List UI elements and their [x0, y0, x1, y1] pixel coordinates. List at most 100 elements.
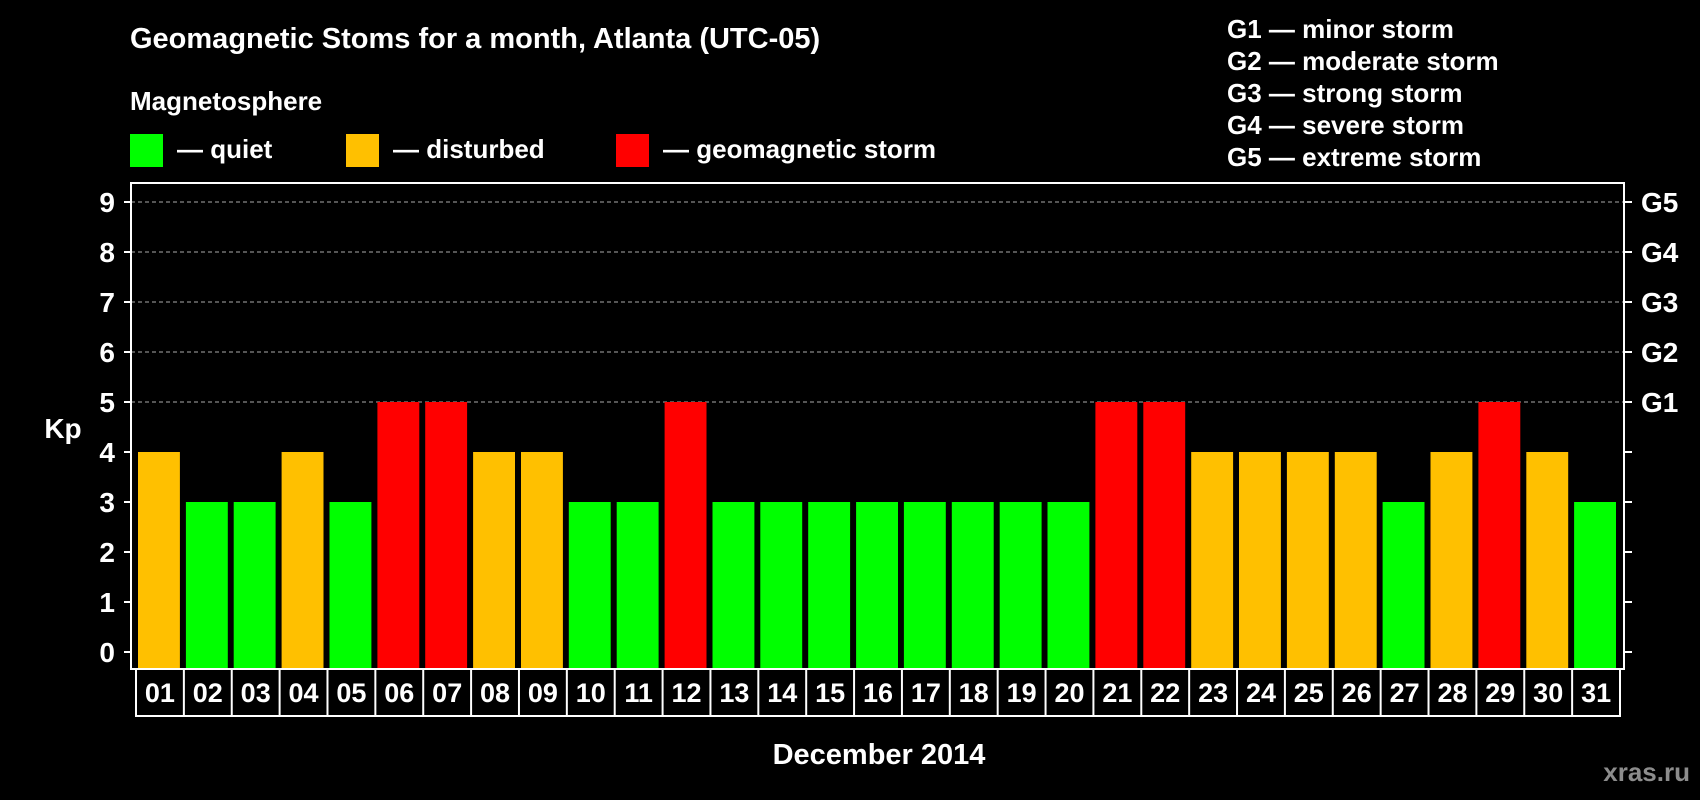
x-tick-label: 05 — [336, 678, 366, 708]
x-tick-label: 26 — [1342, 678, 1372, 708]
y-tick-label: 3 — [99, 487, 115, 518]
x-tick-label: 01 — [145, 678, 175, 708]
y-tick-label: 8 — [99, 237, 115, 268]
x-axis-box — [135, 668, 1621, 717]
x-tick-label: 14 — [767, 678, 797, 708]
y-axis: 0 1 2 3 4 5 6 7 8 9 — [99, 187, 131, 668]
storm-scale-item: G4 — severe storm — [1227, 110, 1464, 140]
bar-08 — [473, 452, 515, 669]
x-tick-label: 28 — [1437, 678, 1467, 708]
x-tick-label: 30 — [1533, 678, 1563, 708]
chart-title: Geomagnetic Stoms for a month, Atlanta (… — [130, 23, 820, 55]
x-tick-label: 15 — [815, 678, 845, 708]
bar-04 — [281, 452, 324, 669]
y-tick-label: 0 — [99, 637, 115, 668]
x-tick-label: 10 — [576, 678, 606, 708]
y-tick-label: 9 — [99, 187, 115, 218]
bar-14 — [760, 502, 803, 669]
bar-11 — [616, 502, 659, 669]
x-tick-label: 13 — [719, 678, 749, 708]
legend-label-quiet: — quiet — [177, 134, 273, 164]
x-tick-label: 22 — [1150, 678, 1180, 708]
bar-13 — [712, 502, 755, 669]
bar-21 — [1095, 402, 1138, 669]
x-tick-label: 31 — [1581, 678, 1611, 708]
right-tick-label: G2 — [1641, 337, 1678, 368]
x-tick-label: 20 — [1054, 678, 1084, 708]
x-tick-label: 04 — [288, 678, 318, 708]
x-tick-label: 21 — [1102, 678, 1132, 708]
y-tick-label: 1 — [99, 587, 115, 618]
x-tick-label: 23 — [1198, 678, 1228, 708]
bar-28 — [1430, 452, 1473, 669]
x-tick-label: 19 — [1007, 678, 1037, 708]
bar-29 — [1478, 402, 1521, 669]
right-axis: G1 G2 G3 G4 G5 — [1624, 187, 1679, 653]
x-tick-label: 02 — [193, 678, 223, 708]
x-tick-label: 07 — [432, 678, 462, 708]
y-tick-label: 4 — [99, 437, 115, 468]
watermark: xras.ru — [1603, 757, 1690, 787]
x-tick-label: 11 — [624, 678, 653, 708]
bar-18 — [951, 502, 994, 669]
bar-02 — [185, 502, 228, 669]
legend-label-storm: — geomagnetic storm — [663, 134, 936, 164]
grid-lines — [131, 201, 1624, 403]
bar-17 — [903, 502, 946, 669]
bar-01 — [138, 452, 180, 669]
storm-scale-item: G1 — minor storm — [1227, 14, 1454, 44]
storm-scale-item: G3 — strong storm — [1227, 78, 1462, 108]
bar-10 — [568, 502, 611, 669]
x-tick-label: 12 — [671, 678, 701, 708]
y-axis-label: Kp — [44, 413, 81, 444]
storm-scale-item: G5 — extreme storm — [1227, 142, 1481, 172]
x-tick-label: 09 — [528, 678, 558, 708]
x-tick-label: 03 — [241, 678, 271, 708]
x-tick-label: 06 — [384, 678, 414, 708]
right-tick-label: G3 — [1641, 287, 1678, 318]
x-axis-label: December 2014 — [773, 739, 986, 771]
bar-15 — [808, 502, 851, 669]
x-tick-label: 27 — [1390, 678, 1420, 708]
x-tick-label: 17 — [911, 678, 941, 708]
bar-09 — [521, 452, 563, 669]
bar-20 — [1047, 502, 1090, 669]
x-tick-label: 18 — [959, 678, 989, 708]
bar-30 — [1526, 452, 1569, 669]
right-tick-label: G4 — [1641, 237, 1679, 268]
bar-22 — [1143, 402, 1186, 669]
bars — [138, 402, 1616, 669]
x-tick-label: 25 — [1294, 678, 1324, 708]
legend-label-disturbed: — disturbed — [393, 134, 545, 164]
bar-16 — [856, 502, 898, 669]
y-tick-label: 7 — [99, 287, 115, 318]
x-tick-label: 08 — [480, 678, 510, 708]
bar-07 — [425, 402, 468, 669]
bar-25 — [1286, 452, 1329, 669]
x-tick-label: 16 — [863, 678, 893, 708]
bar-05 — [329, 502, 372, 669]
bar-19 — [999, 502, 1042, 669]
legend-swatch-disturbed — [346, 134, 379, 167]
legend-heading: Magnetosphere — [130, 86, 322, 116]
bar-06 — [377, 402, 420, 669]
legend-swatch-storm — [616, 134, 649, 167]
x-axis: 01 02 03 04 05 06 07 08 09 10 11 12 13 14 15 16 17 18 19 20… — [135, 668, 1621, 717]
bar-31 — [1574, 502, 1616, 669]
bar-12 — [664, 402, 707, 669]
right-tick-label: G5 — [1641, 187, 1678, 218]
legend: — quiet — disturbed — geomagnetic storm — [130, 134, 936, 167]
legend-swatch-quiet — [130, 134, 163, 167]
bar-24 — [1239, 452, 1281, 669]
bar-23 — [1191, 452, 1234, 669]
x-tick-label: 24 — [1246, 678, 1276, 708]
y-tick-label: 5 — [99, 387, 115, 418]
y-tick-label: 2 — [99, 537, 115, 568]
x-tick-label: 29 — [1485, 678, 1515, 708]
bar-27 — [1382, 502, 1425, 669]
y-tick-label: 6 — [99, 337, 115, 368]
bar-26 — [1334, 452, 1377, 669]
right-tick-label: G1 — [1641, 387, 1678, 418]
